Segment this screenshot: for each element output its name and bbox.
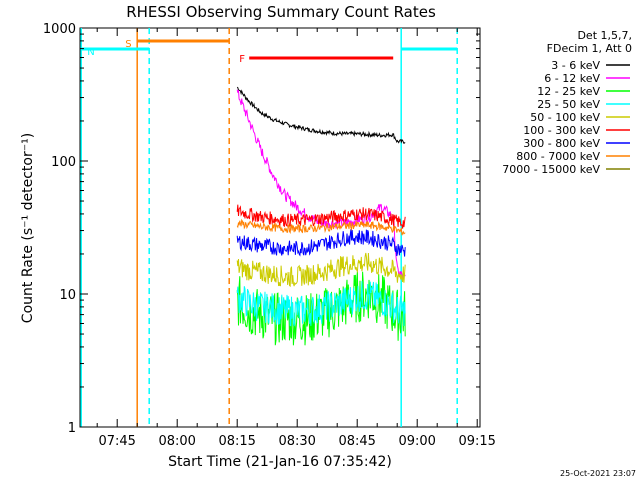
generation-timestamp: 25-Oct-2021 23:07 xyxy=(560,469,636,478)
x-tick-label-6: 09:15 xyxy=(458,434,495,449)
plot-area: S N F 1 10 100 1000 07:45 08:00 08:15 08:30 08:45… xyxy=(43,22,496,449)
series-line-3 xyxy=(236,281,406,327)
legend-label-8: 7000 - 15000 keV xyxy=(502,163,600,176)
x-tick-label-0: 07:45 xyxy=(98,434,135,449)
series-line-5 xyxy=(236,204,406,229)
plot-frame xyxy=(79,27,481,428)
legend-label-7: 800 - 7000 keV xyxy=(516,150,600,163)
y-axis-label: Count Rate (s⁻¹ detector⁻¹) xyxy=(20,133,36,323)
y-axis-ticks: 1 10 100 1000 xyxy=(43,22,480,436)
legend-label-4: 50 - 100 keV xyxy=(530,111,600,124)
series-line-4 xyxy=(236,252,406,288)
legend-label-5: 100 - 300 keV xyxy=(523,124,600,137)
legend-header-decimation: FDecim 1, Att 0 xyxy=(547,42,632,55)
series-line-2 xyxy=(236,271,406,346)
series-lines xyxy=(236,86,406,346)
y-tick-label-3: 1000 xyxy=(43,22,76,37)
x-tick-label-3: 08:30 xyxy=(278,434,315,449)
legend-header-detectors: Det 1,5,7, xyxy=(577,29,632,42)
x-tick-label-2: 08:15 xyxy=(218,434,255,449)
flag-label-s-0: S xyxy=(125,39,131,50)
legend-label-3: 25 - 50 keV xyxy=(537,98,600,111)
series-line-0 xyxy=(236,86,406,144)
event-markers xyxy=(80,28,458,427)
series-line-7 xyxy=(236,218,406,236)
y-tick-label-1: 10 xyxy=(59,288,76,303)
legend-label-0: 3 - 6 keV xyxy=(551,59,600,72)
legend-label-6: 300 - 800 keV xyxy=(523,137,600,150)
series-line-1 xyxy=(236,89,406,279)
x-tick-label-1: 08:00 xyxy=(158,434,195,449)
legend-label-1: 6 - 12 keV xyxy=(544,72,600,85)
status-flags: S N F xyxy=(81,39,458,65)
chart-title: RHESSI Observing Summary Count Rates xyxy=(126,3,436,21)
y-tick-label-2: 100 xyxy=(51,155,76,170)
x-tick-label-5: 09:00 xyxy=(398,434,435,449)
series-line-6 xyxy=(236,229,406,257)
flag-label-n-1: N xyxy=(87,47,94,58)
x-axis-ticks: 07:45 08:00 08:15 08:30 08:45 09:00 09:15 xyxy=(96,28,496,449)
legend-label-2: 12 - 25 keV xyxy=(537,85,600,98)
x-axis-label: Start Time (21-Jan-16 07:35:42) xyxy=(168,454,392,470)
x-tick-label-4: 08:45 xyxy=(338,434,375,449)
flag-label-f-3: F xyxy=(239,54,245,65)
y-tick-label-0: 1 xyxy=(68,421,76,436)
